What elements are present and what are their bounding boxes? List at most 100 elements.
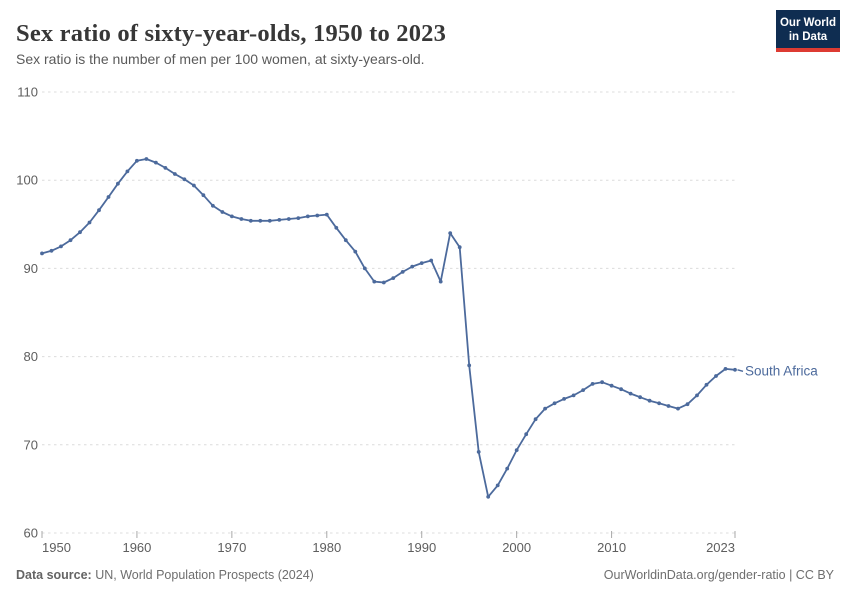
x-axis-tick-label: 2000 — [502, 540, 531, 555]
data-point[interactable] — [267, 218, 272, 223]
chart-subtitle: Sex ratio is the number of men per 100 w… — [16, 51, 425, 67]
x-axis-tick-label: 1980 — [312, 540, 341, 555]
data-point[interactable] — [476, 450, 481, 454]
data-point[interactable] — [173, 172, 177, 176]
x-axis-tick-label: 1960 — [122, 540, 151, 555]
data-point[interactable] — [410, 264, 415, 269]
y-axis-tick-label: 100 — [16, 173, 38, 188]
data-point[interactable] — [87, 220, 92, 225]
data-point[interactable] — [619, 387, 623, 392]
data-point[interactable] — [230, 214, 234, 219]
data-point[interactable] — [533, 417, 538, 422]
entity-label[interactable]: South Africa — [745, 363, 818, 378]
data-point[interactable] — [562, 397, 566, 401]
owid-logo-line2: in Data — [788, 31, 828, 43]
data-point[interactable] — [362, 266, 367, 271]
data-point[interactable] — [220, 210, 225, 214]
data-source-text: UN, World Population Prospects (2024) — [91, 568, 314, 582]
owid-logo[interactable]: Our World in Data — [776, 10, 840, 52]
data-point[interactable] — [125, 169, 130, 174]
y-axis-tick-label: 70 — [24, 437, 38, 452]
data-point[interactable] — [552, 401, 557, 406]
data-point[interactable] — [372, 279, 377, 284]
y-axis-tick-label: 60 — [24, 526, 38, 541]
data-point[interactable] — [543, 406, 547, 411]
data-point[interactable] — [286, 217, 291, 221]
data-point[interactable] — [714, 374, 718, 378]
data-point[interactable] — [695, 393, 699, 398]
data-point[interactable] — [657, 401, 661, 406]
data-point[interactable] — [429, 258, 434, 263]
data-point[interactable] — [685, 402, 690, 407]
owid-logo-line1: Our World — [779, 17, 836, 29]
data-line[interactable] — [41, 158, 736, 498]
data-point[interactable] — [448, 231, 453, 236]
data-point[interactable] — [609, 383, 614, 388]
data-point[interactable] — [590, 382, 595, 386]
data-point[interactable] — [258, 218, 263, 223]
data-point[interactable] — [733, 367, 737, 372]
data-point[interactable] — [343, 238, 348, 243]
data-point[interactable] — [723, 367, 728, 371]
data-point[interactable] — [495, 483, 500, 488]
data-point[interactable] — [97, 208, 101, 213]
data-point[interactable] — [381, 280, 386, 285]
data-point[interactable] — [524, 432, 529, 437]
data-point[interactable] — [666, 404, 671, 408]
data-point[interactable] — [438, 279, 443, 284]
entity-label-connector — [737, 369, 744, 373]
data-point[interactable] — [59, 244, 63, 249]
x-axis-tick-label: 1950 — [42, 540, 71, 555]
data-point[interactable] — [182, 177, 187, 182]
data-point[interactable] — [676, 406, 680, 411]
data-point[interactable] — [467, 363, 472, 368]
data-point[interactable] — [305, 214, 310, 219]
page-title: Sex ratio of sixty-year-olds, 1950 to 20… — [16, 20, 447, 47]
data-point[interactable] — [68, 238, 73, 243]
data-point[interactable] — [163, 166, 168, 170]
data-point[interactable] — [628, 391, 633, 396]
y-axis-tick-label: 80 — [24, 349, 38, 364]
data-point[interactable] — [239, 217, 244, 221]
data-point[interactable] — [334, 225, 339, 230]
x-axis-tick-label: 2010 — [597, 540, 626, 555]
data-point[interactable] — [571, 393, 576, 398]
line-chart[interactable]: 60 70 80 90 100 110 1950 1960 1970 1980 1990 2000 20… — [0, 80, 850, 560]
data-point[interactable] — [324, 212, 329, 217]
data-point[interactable] — [49, 248, 54, 253]
data-point[interactable] — [600, 380, 604, 385]
data-point[interactable] — [154, 160, 158, 165]
data-point[interactable] — [40, 251, 44, 256]
credit-link[interactable]: OurWorldinData.org/gender-ratio | CC BY — [603, 568, 834, 582]
y-axis-tick-label: 90 — [24, 261, 38, 276]
data-point[interactable] — [704, 382, 709, 387]
data-point[interactable] — [647, 398, 652, 403]
data-point[interactable] — [581, 388, 585, 392]
data-point[interactable] — [201, 193, 206, 198]
data-point[interactable] — [457, 245, 462, 250]
x-axis-tick-label: 2023 — [706, 540, 735, 555]
x-axis-tick-label: 1970 — [217, 540, 246, 555]
data-point[interactable] — [419, 261, 424, 265]
data-point[interactable] — [211, 203, 215, 208]
data-point[interactable] — [144, 157, 149, 161]
data-point[interactable] — [400, 270, 405, 274]
data-point[interactable] — [505, 466, 510, 471]
data-point[interactable] — [638, 395, 642, 400]
data-point[interactable] — [277, 218, 282, 222]
data-point[interactable] — [353, 249, 358, 254]
data-point[interactable] — [391, 276, 396, 280]
data-point[interactable] — [192, 183, 196, 188]
data-point[interactable] — [116, 181, 120, 186]
data-point[interactable] — [486, 494, 491, 499]
data-point[interactable] — [135, 158, 139, 163]
data-point[interactable] — [106, 195, 111, 199]
data-point[interactable] — [78, 230, 82, 235]
data-point[interactable] — [514, 448, 519, 452]
data-point[interactable] — [248, 218, 253, 223]
data-point[interactable] — [296, 216, 301, 221]
data-source-label: Data source: — [16, 568, 92, 582]
x-axis-tick-label: 1990 — [407, 540, 436, 555]
data-point[interactable] — [315, 213, 320, 218]
